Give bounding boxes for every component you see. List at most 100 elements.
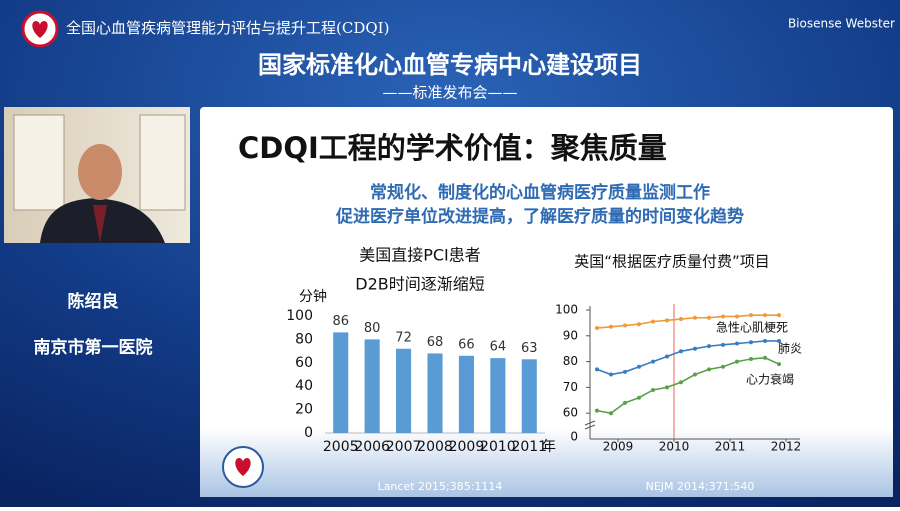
data-point	[735, 359, 739, 364]
x-axis-label: 年	[542, 439, 556, 455]
data-point	[665, 318, 669, 323]
data-point	[679, 349, 683, 354]
data-point	[749, 357, 753, 362]
cabinet	[13, 114, 65, 211]
data-point	[735, 341, 739, 346]
data-point	[707, 344, 711, 349]
data-point	[595, 408, 599, 413]
x-tick-label: 2008	[417, 439, 453, 455]
data-point	[707, 315, 711, 320]
value-label: 63	[521, 341, 538, 356]
reference: Lancet 2015;385:1114	[378, 480, 503, 493]
video-feed	[4, 107, 190, 243]
slide-line: 常规化、制度化的心血管病医疗质量监测工作	[370, 182, 710, 203]
y-tick-label: 100	[555, 303, 578, 317]
value-label: 72	[395, 330, 412, 345]
bar	[521, 359, 537, 433]
data-point	[637, 322, 641, 327]
x-tick-label: 2006	[354, 439, 390, 455]
data-point	[721, 364, 725, 369]
slide-title: CDQI工程的学术价值：聚焦质量	[238, 131, 667, 165]
data-point	[679, 317, 683, 322]
value-label: 66	[458, 337, 475, 352]
x-tick-label: 2005	[323, 439, 359, 455]
data-point	[763, 313, 767, 318]
data-point	[665, 385, 669, 390]
event-title: 国家标准化心血管专病中心建设项目	[258, 51, 642, 79]
logo-heart	[32, 21, 48, 38]
series-label: 肺炎	[778, 342, 802, 356]
y-tick-label: 0	[304, 425, 313, 441]
y-tick-label: 40	[295, 378, 313, 394]
program-name: 全国心血管疾病管理能力评估与提升工程(CDQI)	[66, 19, 389, 37]
x-tick-label: 2009	[449, 439, 485, 455]
data-point	[595, 326, 599, 331]
speaker-name: 陈绍良	[68, 291, 119, 312]
data-point	[637, 395, 641, 400]
axis-break	[584, 420, 596, 430]
event-subtitle: ——标准发布会——	[382, 84, 517, 102]
bar	[490, 358, 506, 433]
data-point	[651, 359, 655, 364]
person-head	[78, 144, 122, 200]
bar	[364, 339, 380, 433]
data-point	[623, 323, 627, 328]
series-label: 急性心肌梗死	[716, 320, 788, 335]
series-label: 心力衰竭	[746, 372, 794, 387]
data-point	[637, 364, 641, 369]
bar	[427, 353, 443, 433]
series-line	[596, 314, 779, 329]
y-tick-label: 100	[286, 308, 313, 324]
data-point	[777, 362, 781, 367]
y-tick-label: 20	[295, 402, 313, 418]
y-tick-label: 80	[563, 354, 578, 368]
chart-title: 美国直接PCI患者	[359, 246, 481, 265]
data-point	[749, 313, 753, 318]
data-point	[777, 338, 781, 343]
chart-title: D2B时间逐渐缩短	[355, 275, 484, 294]
data-point	[623, 369, 627, 374]
data-point	[623, 400, 627, 405]
data-point	[763, 355, 767, 360]
y-axis-label: 分钟	[299, 288, 327, 305]
x-tick-label: 2010	[659, 440, 690, 454]
data-point	[707, 367, 711, 372]
data-point	[693, 346, 697, 351]
data-point	[693, 315, 697, 320]
value-label: 64	[490, 340, 507, 355]
x-tick-label: 2010	[480, 439, 516, 455]
x-tick-label: 2009	[603, 440, 634, 454]
reference: NEJM 2014;371:540	[646, 480, 755, 493]
bar	[458, 355, 474, 433]
y-break-label: 0	[570, 430, 578, 444]
data-point	[777, 313, 781, 318]
x-tick-label: 2007	[386, 439, 422, 455]
tie	[93, 205, 107, 243]
data-point	[735, 314, 739, 319]
data-point	[679, 380, 683, 385]
data-point	[595, 367, 599, 372]
y-tick-label: 90	[563, 328, 578, 342]
sponsor: Biosense Webster	[788, 17, 895, 31]
y-tick-label: 60	[563, 406, 578, 420]
data-point	[693, 372, 697, 377]
bar	[396, 348, 412, 433]
slide-line: 促进医疗单位改进提高，了解医疗质量的时间变化趋势	[335, 206, 744, 227]
data-point	[609, 324, 613, 329]
series-line	[596, 356, 780, 415]
data-point	[721, 342, 725, 347]
value-label: 68	[427, 335, 444, 350]
y-tick-label: 70	[563, 380, 578, 394]
data-point	[665, 354, 669, 359]
data-point	[749, 340, 753, 345]
series-line	[596, 340, 779, 376]
x-tick-label: 2012	[771, 440, 802, 454]
x-tick-label: 2011	[511, 439, 547, 455]
chart-title: 英国“根据医疗质量付费”项目	[574, 253, 770, 271]
bar	[333, 332, 349, 433]
data-point	[651, 319, 655, 324]
cabinet	[139, 114, 186, 211]
y-tick-label: 80	[295, 331, 313, 347]
